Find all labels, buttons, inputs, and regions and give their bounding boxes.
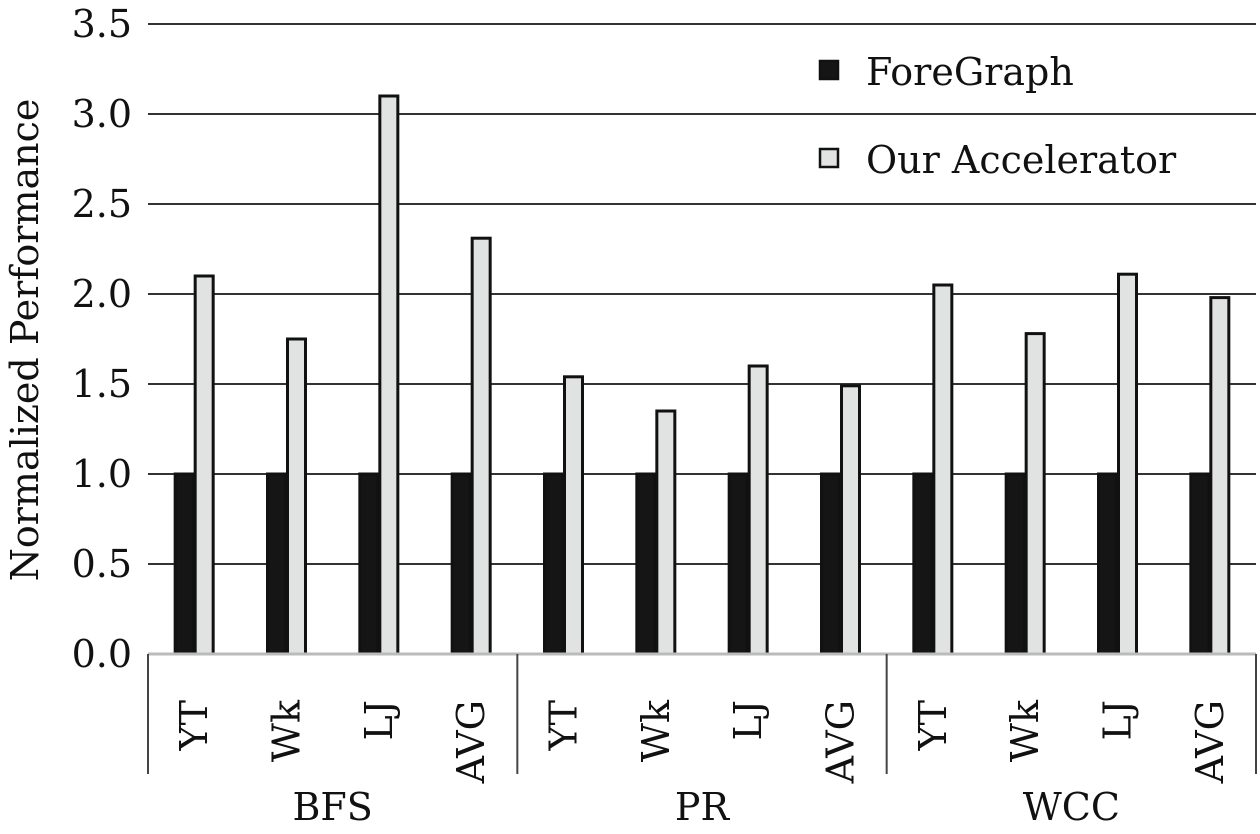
x-tick-label: AVG <box>449 700 493 784</box>
axes: 0.0 0.5 1.0 1.5 2.0 2.5 3.0 3.5 YT Wk LJ AVG YT Wk LJ A… <box>72 2 1257 829</box>
group-label: PR <box>675 785 731 829</box>
y-tick-label: 1.5 <box>72 362 132 406</box>
y-tick-label: 0.5 <box>72 542 132 586</box>
y-tick-label: 3.0 <box>72 92 132 136</box>
bar-foregraph <box>266 472 287 656</box>
bar-foregraph <box>358 472 380 656</box>
bar-our-accelerator <box>563 375 584 656</box>
y-tick-label: 2.0 <box>72 272 132 316</box>
bars <box>173 94 1231 656</box>
bar-our-accelerator <box>470 236 492 656</box>
bar-our-accelerator <box>286 337 307 656</box>
legend-label-our-accelerator: Our Accelerator <box>866 138 1177 182</box>
bar-our-accelerator <box>1024 332 1046 656</box>
bar-foregraph <box>543 472 564 656</box>
bar-foregraph <box>727 472 749 656</box>
bar-foregraph <box>450 472 472 656</box>
x-tick-label: LJ <box>357 700 401 740</box>
bar-foregraph <box>1004 472 1026 656</box>
x-tick-label: Wk <box>265 699 309 762</box>
x-tick-label: AVG <box>819 700 863 784</box>
bar-our-accelerator <box>655 409 677 656</box>
bar-our-accelerator <box>840 384 861 656</box>
bar-our-accelerator <box>378 94 400 656</box>
grid-lines <box>148 23 1256 565</box>
bar-foregraph <box>912 472 934 656</box>
x-tick-label: LJ <box>1096 700 1140 740</box>
y-tick-label: 0.0 <box>72 632 132 676</box>
bar-our-accelerator <box>1209 296 1231 656</box>
x-tick-label: LJ <box>726 700 770 740</box>
legend: ForeGraph Our Accelerator <box>818 50 1177 182</box>
bar-foregraph <box>173 472 195 656</box>
bar-our-accelerator <box>1117 272 1138 656</box>
x-tick-label: Wk <box>1003 699 1047 762</box>
legend-swatch-foregraph <box>818 59 840 81</box>
bar-foregraph <box>635 472 657 656</box>
y-tick-label: 2.5 <box>72 182 132 226</box>
y-axis-title: Normalized Performance <box>3 99 47 582</box>
bar-our-accelerator <box>932 283 954 656</box>
x-tick-label: YT <box>172 700 216 751</box>
legend-label-foregraph: ForeGraph <box>866 50 1074 94</box>
group-label: BFS <box>293 785 373 829</box>
bar-our-accelerator <box>747 364 769 656</box>
y-tick-label: 1.0 <box>72 452 132 496</box>
x-tick-label: Wk <box>634 699 678 762</box>
bar-foregraph <box>1189 472 1211 656</box>
y-tick-label: 3.5 <box>72 2 132 46</box>
bar-foregraph <box>820 472 841 656</box>
bar-our-accelerator <box>193 274 215 656</box>
bar-foregraph <box>1097 472 1118 656</box>
x-tick-label: YT <box>911 700 955 751</box>
group-label: WCC <box>1023 785 1120 829</box>
x-tick-label: AVG <box>1188 700 1232 784</box>
x-tick-label: YT <box>542 700 586 751</box>
legend-swatch-our-accelerator <box>818 147 840 169</box>
